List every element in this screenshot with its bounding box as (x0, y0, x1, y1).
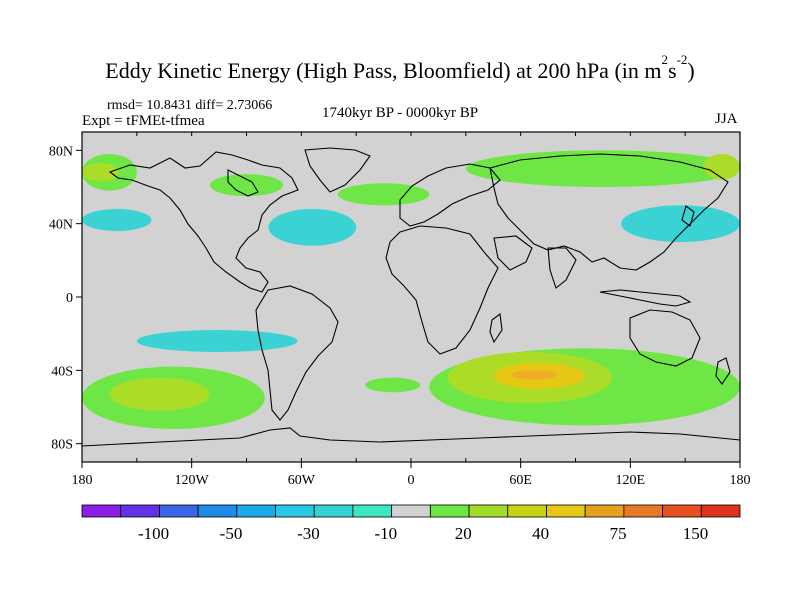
y-tick-label: 80S (51, 438, 73, 453)
y-tick-label: 40S (51, 364, 73, 379)
colorbar-label: -50 (220, 524, 243, 543)
colorbar-swatch (352, 504, 393, 518)
anomaly-region-wpac-cyan (621, 205, 740, 243)
y-tick-label: 80N (49, 144, 73, 159)
coast-south-america (255, 285, 339, 421)
colorbar-label: -10 (375, 524, 398, 543)
coast-india (547, 247, 577, 289)
x-tick-label: 60E (509, 473, 532, 488)
colorbar-swatch (313, 504, 354, 518)
colorbar-label: 40 (532, 524, 549, 543)
stats-label: rmsd= 10.8431 diff= 2.73066 (107, 98, 273, 113)
x-tick-label: 180 (72, 473, 93, 488)
colorbar-swatch (81, 504, 122, 518)
coast-hudson-bay (227, 169, 259, 197)
coast-arabia (493, 235, 533, 271)
x-tick-label: 0 (408, 473, 415, 488)
colorbar-swatch (584, 504, 625, 518)
colorbar-swatch (700, 504, 741, 518)
coast-australia (629, 309, 701, 367)
x-tick-label: 60W (288, 473, 316, 488)
colorbar-label: -30 (297, 524, 320, 543)
colorbar-swatch (391, 504, 431, 518)
anomaly-region-sio-orange (511, 370, 558, 380)
colorbar-swatch (236, 504, 276, 518)
experiment-label: Expt = tFMEt-tfmea (82, 113, 205, 129)
anomaly-region-spac-cyan (136, 330, 298, 352)
coastlines (81, 147, 741, 447)
coast-north-america (108, 151, 299, 293)
y-tick-label: 0 (66, 291, 73, 306)
coast-europe (399, 163, 501, 227)
anomaly-region-satl-green-small (365, 377, 421, 393)
y-axis-labels: 80N 40N 0 40S 80S (49, 144, 73, 452)
colorbar-swatch (275, 504, 315, 518)
colorbar-swatch (197, 504, 238, 518)
colorbar-label: 75 (610, 524, 627, 543)
colorbar-swatch (507, 504, 547, 518)
x-axis-labels: 180 120W 60W 0 60E 120E 180 (72, 473, 751, 488)
anomaly-region-npac-lime (82, 163, 119, 182)
axis-ticks (76, 132, 741, 468)
colorbar-label: 20 (455, 524, 472, 543)
chart-title: Eddy Kinetic Energy (High Pass, Bloomfie… (105, 52, 695, 83)
anomaly-region-npac-cyan (82, 209, 152, 231)
colorbar-swatch (546, 504, 586, 518)
anomaly-region-hudson-green (209, 174, 284, 197)
coast-new-zealand (715, 357, 731, 385)
x-tick-label: 120W (175, 473, 210, 488)
anomaly-region-siberia-green (465, 150, 740, 188)
colorbar-swatch (468, 504, 509, 518)
anomaly-region-europe-green (337, 183, 430, 206)
season-label: JJA (715, 111, 738, 127)
colorbar-label: 150 (683, 524, 709, 543)
anomaly-region-kamchatka-lime (703, 154, 740, 180)
coast-japan (681, 205, 695, 227)
anomaly-region-natl-cyan (268, 209, 357, 246)
coast-asia (489, 153, 729, 271)
colorbar-labels: -100 -50 -30 -10 20 40 75 150 (138, 524, 708, 543)
y-tick-label: 40N (49, 218, 73, 233)
coast-indonesia (599, 289, 692, 307)
coast-madagascar (489, 312, 503, 344)
coast-africa (385, 225, 499, 355)
colorbar-swatch (623, 504, 663, 518)
anomaly-region-spac-lime (109, 377, 210, 411)
anomaly-regions (82, 150, 740, 430)
colorbar-label: -100 (138, 524, 169, 543)
period-label: 1740kyr BP - 0000kyr BP (322, 105, 479, 121)
x-tick-label: 120E (616, 473, 646, 488)
colorbar (81, 504, 741, 518)
colorbar-swatch (120, 504, 160, 518)
x-tick-label: 180 (730, 473, 751, 488)
colorbar-swatch (159, 504, 199, 518)
coast-antarctica (81, 427, 741, 447)
colorbar-swatch (429, 504, 470, 518)
coast-greenland (304, 147, 371, 193)
map-plot: 80N 40N 0 40S 80S 180 120W 60W 0 60E 120E 180 (49, 131, 751, 488)
colorbar-swatch (662, 504, 702, 518)
